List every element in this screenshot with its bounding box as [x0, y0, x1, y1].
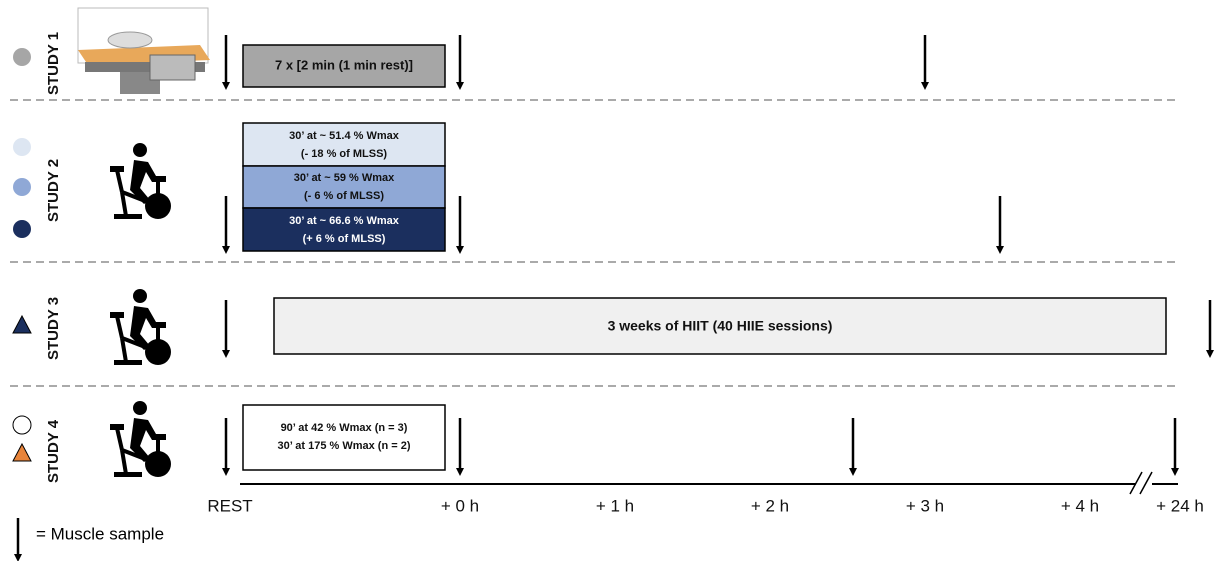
marker	[13, 416, 31, 434]
marker	[13, 444, 31, 461]
time-label: + 3 h	[906, 496, 944, 515]
protocol-box	[243, 405, 445, 470]
time-label: REST	[207, 496, 252, 515]
study-2: STUDY 2 30’ at ~ 51.4 % Wmax (- 18 % of …	[13, 123, 1000, 251]
protocol-text: 30’ at ~ 59 % Wmax	[294, 172, 395, 184]
protocol-text: 7 x [2 min (1 min rest)]	[275, 57, 413, 72]
bike-icon	[110, 143, 171, 219]
protocol-text: (- 6 % of MLSS)	[304, 190, 384, 202]
study-3: STUDY 3 3 weeks of HIIT (40 HIIE session…	[13, 289, 1210, 365]
protocol-text: 30’ at 175 % Wmax (n = 2)	[278, 440, 411, 452]
study-label: STUDY 1	[45, 32, 62, 95]
protocol-text: 30’ at ~ 66.6 % Wmax	[289, 215, 400, 227]
legend: = Muscle sample	[18, 518, 164, 558]
protocol-text: 30’ at ~ 51.4 % Wmax	[289, 130, 400, 142]
study-label: STUDY 4	[45, 419, 62, 483]
study-label: STUDY 2	[45, 159, 62, 222]
marker	[13, 48, 31, 66]
study-1: STUDY 1 7 x [2 min (1 min rest)]	[13, 8, 925, 95]
time-label: + 1 h	[596, 496, 634, 515]
time-label: + 0 h	[441, 496, 479, 515]
marker	[13, 138, 31, 156]
protocol-text: (- 18 % of MLSS)	[301, 148, 388, 160]
study-4: STUDY 4 90’ at 42 % Wmax (n = 3) 30’ at …	[13, 401, 1175, 483]
legend-text: = Muscle sample	[36, 524, 164, 543]
bike-icon	[110, 289, 171, 365]
rat-apparatus	[78, 8, 210, 94]
time-label: + 24 h	[1156, 496, 1204, 515]
marker	[13, 316, 31, 333]
study-label: STUDY 3	[45, 297, 62, 360]
bike-icon	[110, 401, 171, 477]
diagram: STUDY 1 7 x [2 min (1 min rest)] STUDY 2…	[0, 0, 1219, 561]
protocol-text: 90’ at 42 % Wmax (n = 3)	[281, 422, 408, 434]
marker	[13, 220, 31, 238]
time-label: + 4 h	[1061, 496, 1099, 515]
marker	[13, 178, 31, 196]
time-label: + 2 h	[751, 496, 789, 515]
protocol-text: (+ 6 % of MLSS)	[303, 233, 386, 245]
timeline: REST + 0 h + 1 h + 2 h + 3 h + 4 h + 24 …	[207, 472, 1204, 515]
protocol-text: 3 weeks of HIIT (40 HIIE sessions)	[608, 318, 833, 334]
